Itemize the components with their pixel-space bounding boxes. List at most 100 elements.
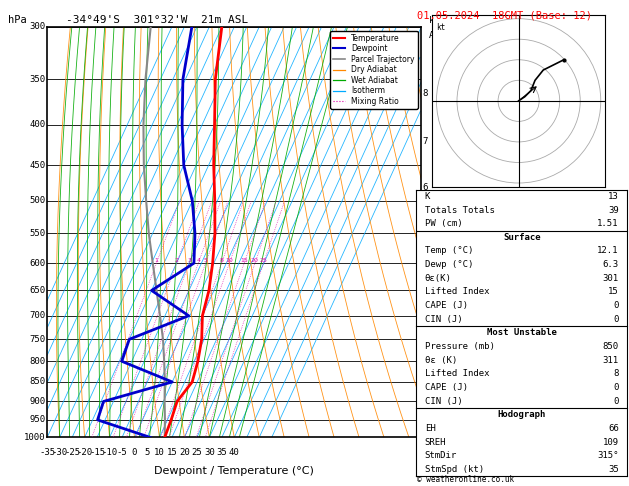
- Text: CAPE (J): CAPE (J): [425, 383, 468, 392]
- Text: 1000: 1000: [24, 433, 45, 442]
- Text: 6: 6: [422, 183, 428, 191]
- Text: 3: 3: [187, 258, 191, 263]
- Text: 8: 8: [613, 369, 619, 379]
- Text: 5: 5: [422, 228, 428, 237]
- Text: 400: 400: [29, 121, 45, 129]
- Text: 0: 0: [613, 397, 619, 406]
- Text: 2: 2: [175, 258, 179, 263]
- Text: 3: 3: [422, 311, 428, 320]
- Text: 20: 20: [179, 448, 190, 457]
- Text: km: km: [429, 16, 440, 25]
- Text: 15: 15: [167, 448, 177, 457]
- Text: 1: 1: [155, 258, 159, 263]
- Text: Lifted Index: Lifted Index: [425, 369, 489, 379]
- Text: 550: 550: [29, 229, 45, 238]
- Text: 300: 300: [29, 22, 45, 31]
- Text: Hodograph: Hodograph: [498, 410, 546, 419]
- Text: hPa: hPa: [8, 15, 26, 25]
- Text: 0: 0: [613, 315, 619, 324]
- Text: 35: 35: [608, 465, 619, 474]
- Text: kt: kt: [437, 23, 446, 32]
- Text: 350: 350: [29, 75, 45, 84]
- Text: ◄◄◄: ◄◄◄: [435, 376, 457, 388]
- Text: 20: 20: [251, 258, 259, 263]
- Text: 700: 700: [29, 311, 45, 320]
- Text: 850: 850: [29, 378, 45, 386]
- Text: ◄◄◄◄: ◄◄◄◄: [435, 309, 465, 322]
- Text: 301: 301: [603, 274, 619, 283]
- Text: Totals Totals: Totals Totals: [425, 206, 494, 214]
- Text: K: K: [425, 192, 430, 201]
- Text: CIN (J): CIN (J): [425, 315, 462, 324]
- Text: StmSpd (kt): StmSpd (kt): [425, 465, 484, 474]
- Text: 0: 0: [613, 383, 619, 392]
- Text: CIN (J): CIN (J): [425, 397, 462, 406]
- Text: 25: 25: [260, 258, 267, 263]
- Text: 12.1: 12.1: [597, 246, 619, 256]
- Text: Dewpoint / Temperature (°C): Dewpoint / Temperature (°C): [154, 466, 314, 476]
- Text: Pressure (mb): Pressure (mb): [425, 342, 494, 351]
- Text: 600: 600: [29, 259, 45, 268]
- Text: Dewp (°C): Dewp (°C): [425, 260, 473, 269]
- Text: Mixing Ratio (g/kg): Mixing Ratio (g/kg): [454, 189, 464, 275]
- Text: PW (cm): PW (cm): [425, 219, 462, 228]
- Text: -35: -35: [39, 448, 55, 457]
- Text: Temp (°C): Temp (°C): [425, 246, 473, 256]
- Text: 13: 13: [608, 192, 619, 201]
- Text: 311: 311: [603, 356, 619, 364]
- Text: 315°: 315°: [597, 451, 619, 460]
- Text: 39: 39: [608, 206, 619, 214]
- Text: 01.05.2024  18GMT (Base: 12): 01.05.2024 18GMT (Base: 12): [417, 11, 592, 21]
- Text: 5: 5: [144, 448, 150, 457]
- Text: StmDir: StmDir: [425, 451, 457, 460]
- Text: 2: 2: [422, 357, 428, 366]
- Text: 450: 450: [29, 160, 45, 170]
- Text: θε(K): θε(K): [425, 274, 452, 283]
- Text: -5: -5: [116, 448, 128, 457]
- Text: 650: 650: [29, 286, 45, 295]
- Text: -15: -15: [89, 448, 105, 457]
- Text: θε (K): θε (K): [425, 356, 457, 364]
- Text: 8: 8: [422, 89, 428, 98]
- Text: 800: 800: [29, 357, 45, 366]
- Text: 850: 850: [603, 342, 619, 351]
- Text: Lifted Index: Lifted Index: [425, 287, 489, 296]
- Text: 5: 5: [204, 258, 208, 263]
- Text: SREH: SREH: [425, 438, 447, 447]
- Text: 8: 8: [220, 258, 223, 263]
- Text: -30: -30: [52, 448, 68, 457]
- Text: 0: 0: [132, 448, 137, 457]
- Text: -34°49'S  301°32'W  21m ASL: -34°49'S 301°32'W 21m ASL: [66, 15, 248, 25]
- Text: 30: 30: [204, 448, 214, 457]
- Text: 750: 750: [29, 335, 45, 344]
- Text: 66: 66: [608, 424, 619, 433]
- Text: 900: 900: [29, 397, 45, 406]
- Text: Surface: Surface: [503, 233, 540, 242]
- Text: 500: 500: [29, 196, 45, 206]
- Text: -25: -25: [64, 448, 80, 457]
- Text: 109: 109: [603, 438, 619, 447]
- Text: 1.51: 1.51: [597, 219, 619, 228]
- Text: © weatheronline.co.uk: © weatheronline.co.uk: [417, 474, 514, 484]
- Text: 40: 40: [229, 448, 240, 457]
- Text: 10: 10: [154, 448, 165, 457]
- Text: 15: 15: [240, 258, 248, 263]
- Text: 1: 1: [422, 397, 428, 406]
- Text: 4: 4: [196, 258, 200, 263]
- Text: 35: 35: [216, 448, 227, 457]
- Text: 4: 4: [422, 270, 428, 279]
- Text: CAPE (J): CAPE (J): [425, 301, 468, 310]
- Text: 0: 0: [613, 301, 619, 310]
- Text: ASL: ASL: [429, 31, 445, 40]
- Text: 10: 10: [226, 258, 233, 263]
- Text: Most Unstable: Most Unstable: [487, 329, 557, 337]
- Text: ◄◄◄◄: ◄◄◄◄: [435, 194, 465, 208]
- Text: LCL: LCL: [422, 420, 437, 429]
- Text: -20: -20: [77, 448, 92, 457]
- Text: 950: 950: [29, 416, 45, 424]
- Text: 15: 15: [608, 287, 619, 296]
- Text: 25: 25: [191, 448, 203, 457]
- Text: 6.3: 6.3: [603, 260, 619, 269]
- Text: EH: EH: [425, 424, 435, 433]
- Text: 7: 7: [422, 137, 428, 146]
